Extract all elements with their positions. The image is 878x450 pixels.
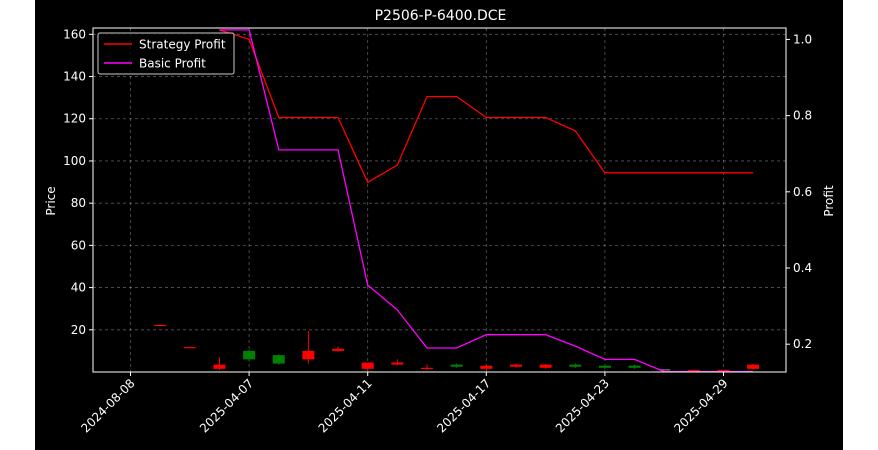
- candles: [154, 324, 760, 372]
- chart-svg: P2506-P-6400.DCE 20 40 60 80 100 120 140 160 0.…: [44, 8, 836, 435]
- x-tick-label: 2024-08-08: [78, 376, 137, 435]
- candle-body: [272, 355, 285, 364]
- candle-body: [509, 364, 522, 367]
- y-right-tick-label: 0.8: [793, 109, 812, 123]
- series-line-basic-profit: [219, 29, 754, 373]
- x-tick-label: 2025-04-23: [553, 376, 612, 435]
- y-left-tick-label: 140: [63, 70, 86, 84]
- candle-body: [450, 364, 463, 367]
- y-left-tick-label: 40: [71, 281, 86, 295]
- y-right-tick-label: 0.6: [793, 185, 812, 199]
- series-line-strategy-profit: [219, 29, 754, 184]
- candle-body: [480, 365, 493, 369]
- y-left-tick-label: 100: [63, 154, 86, 168]
- candle-body: [628, 365, 641, 368]
- candle-body: [154, 324, 167, 327]
- candle-body: [421, 367, 433, 369]
- candle-body: [539, 364, 552, 368]
- candle-body: [598, 365, 611, 368]
- candle-body: [243, 350, 256, 360]
- legend-label-basic: Basic Profit: [139, 57, 206, 71]
- y-right-tick-label: 1.0: [793, 32, 812, 46]
- candle-body: [183, 347, 196, 349]
- y-left-tick-label: 80: [71, 196, 86, 210]
- legend: Strategy Profit Basic Profit: [97, 32, 235, 75]
- right-axis: 0.2 0.4 0.6 0.8 1.0: [786, 32, 812, 351]
- candle-body: [687, 369, 700, 372]
- candle-body: [302, 350, 315, 360]
- y-right-tick-label: 0.4: [793, 261, 812, 275]
- y-left-tick-label: 160: [63, 27, 86, 41]
- y-left-tick-label: 120: [63, 112, 86, 126]
- chart-figure: P2506-P-6400.DCE 20 40 60 80 100 120 140 160 0.…: [35, 0, 843, 450]
- y-axis-right-label: Profit: [822, 185, 836, 217]
- candle-body: [569, 364, 582, 367]
- plot-frame: [92, 27, 787, 373]
- grid: [93, 28, 786, 372]
- x-tick-label: 2025-04-11: [316, 376, 375, 435]
- y-right-tick-label: 0.2: [793, 337, 812, 351]
- y-left-tick-label: 20: [71, 323, 86, 337]
- candle-body: [658, 369, 671, 371]
- candle-body: [361, 362, 374, 369]
- candle-body: [747, 364, 760, 369]
- candle-body: [213, 364, 226, 369]
- x-tick-label: 2025-04-29: [671, 376, 730, 435]
- candle-body: [332, 348, 345, 351]
- y-axis-left-label: Price: [44, 186, 58, 215]
- x-tick-label: 2025-04-07: [197, 376, 256, 435]
- candle-body: [391, 362, 404, 365]
- x-tick-label: 2025-04-17: [434, 376, 493, 435]
- chart-title: P2506-P-6400.DCE: [375, 8, 507, 24]
- legend-label-strategy: Strategy Profit: [139, 38, 226, 52]
- profit-lines: [219, 29, 754, 373]
- x-axis: 2024-08-08 2025-04-07 2025-04-11 2025-04-17…: [78, 372, 731, 435]
- left-axis: 20 40 60 80 100 120 140 160: [63, 27, 93, 337]
- candle-body: [717, 369, 730, 372]
- y-left-tick-label: 60: [71, 238, 86, 252]
